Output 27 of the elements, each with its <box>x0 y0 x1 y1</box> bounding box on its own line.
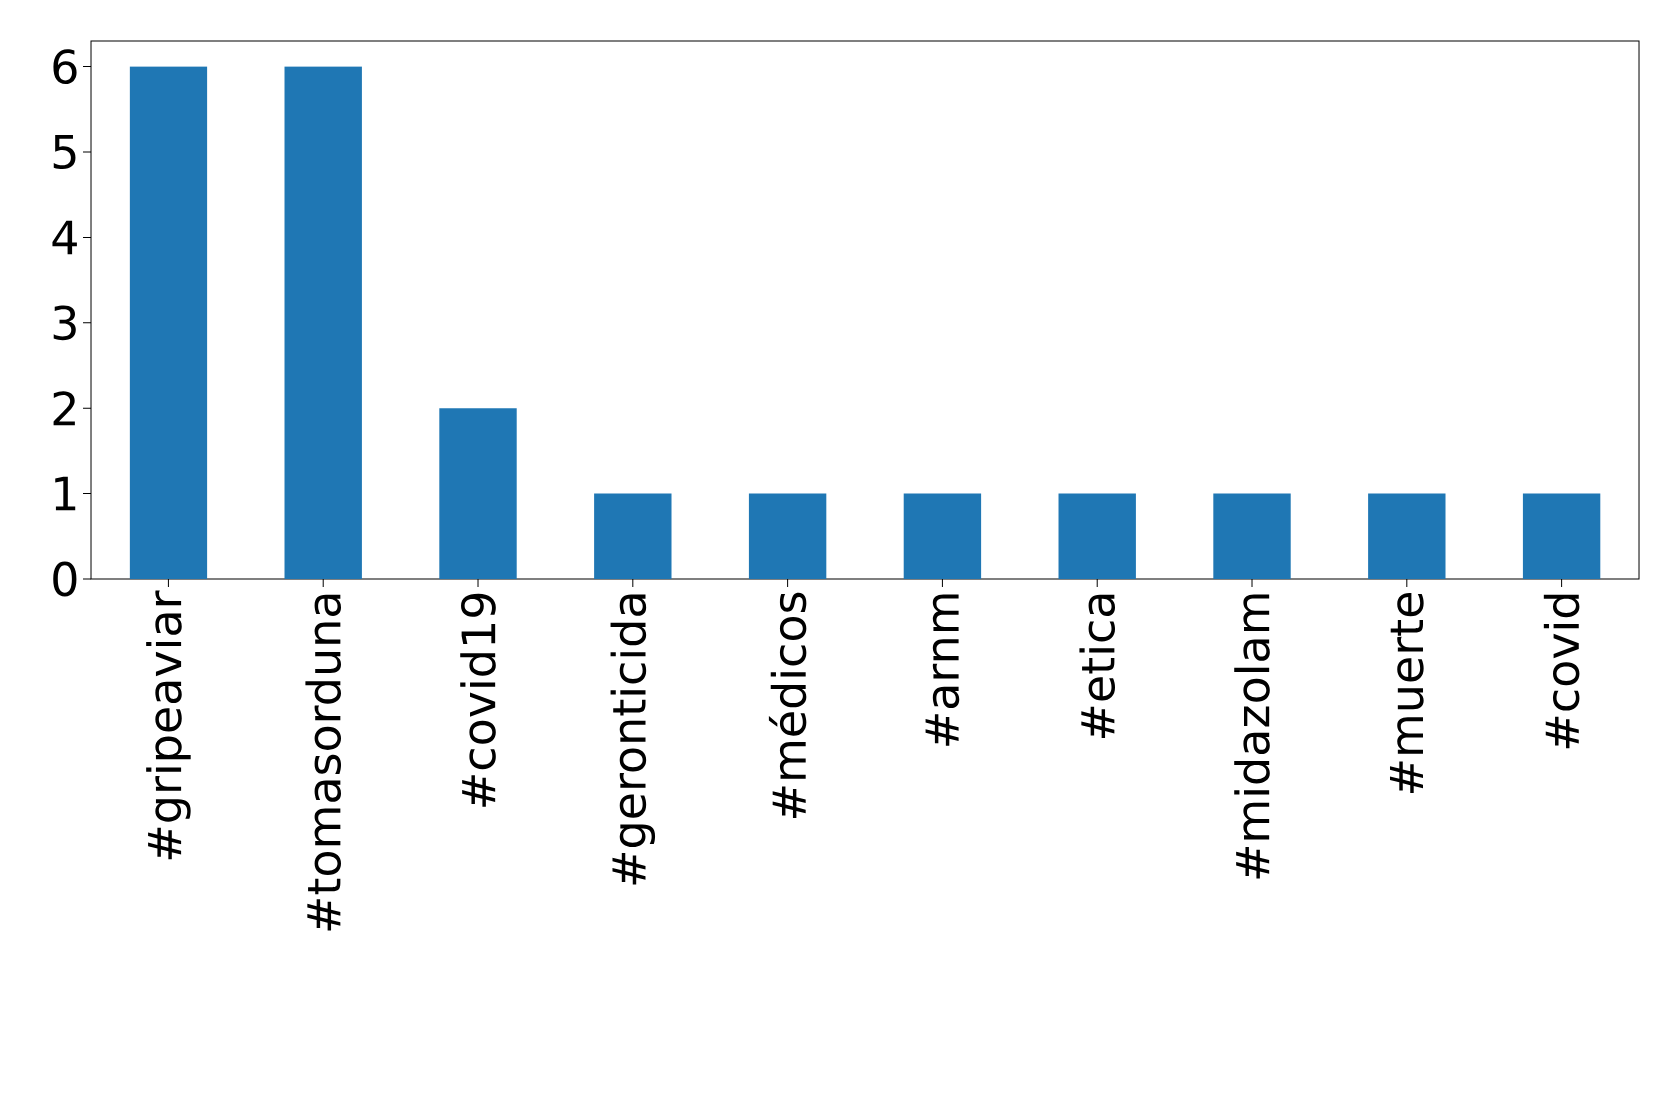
x-tick-label: #covid <box>1543 594 1580 749</box>
y-tick-label: 0 <box>53 561 77 597</box>
x-tick-label: #arnm <box>925 594 960 746</box>
y-tick-label: 6 <box>53 49 77 85</box>
x-tick-label: #geronticida <box>610 594 656 885</box>
bar <box>594 493 672 579</box>
bar <box>903 493 982 579</box>
y-tick-label: 3 <box>53 305 76 341</box>
y-tick-label: 2 <box>53 391 75 426</box>
bar <box>1213 493 1291 579</box>
bar <box>284 66 362 579</box>
bar <box>129 66 208 579</box>
x-tick-label: #midazolam <box>1234 594 1270 879</box>
bar <box>439 408 517 579</box>
x-tick-label: #médicos <box>768 592 807 819</box>
y-tick-label: 1 <box>55 476 76 511</box>
y-tick-label: 5 <box>53 134 76 170</box>
bar <box>1522 493 1601 579</box>
bar <box>1058 493 1136 579</box>
bar <box>748 493 827 579</box>
x-tick-label: #covid19 <box>460 593 496 807</box>
y-tick-label: 4 <box>52 220 77 255</box>
x-tick-label: #gripeaviar <box>146 590 191 860</box>
x-tick-label: #etica <box>1079 594 1116 739</box>
x-tick-label: #muerte <box>1389 592 1424 794</box>
x-tick-label: #tomasorduna <box>305 594 342 931</box>
bar <box>1368 493 1446 579</box>
